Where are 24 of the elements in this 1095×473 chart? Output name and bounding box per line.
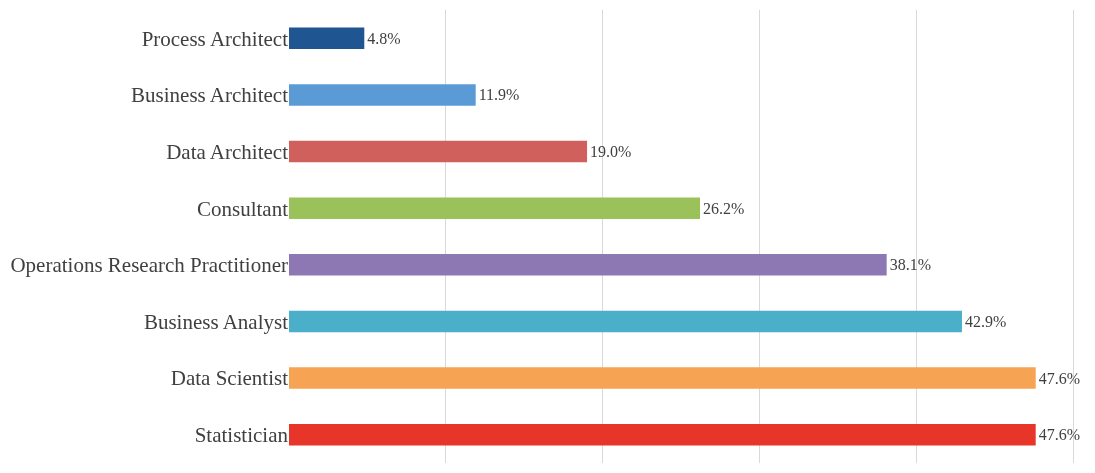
data-label: 38.1%	[889, 256, 931, 274]
data-label: 42.9%	[964, 312, 1007, 330]
y-tick-label: Data Architect	[166, 139, 289, 164]
y-tick-label: Data Scientist	[170, 366, 289, 391]
y-tick-label: Process Architect	[141, 26, 289, 51]
data-label: 47.6%	[1038, 369, 1081, 387]
bar	[289, 254, 887, 276]
y-tick-label: Operations Research Practitioner	[10, 253, 288, 278]
y-tick-label: Statistician	[194, 423, 289, 448]
y-tick-label: Business Architect	[131, 83, 289, 108]
bar	[289, 310, 962, 333]
y-tick-label: Consultant	[196, 196, 289, 221]
bar	[289, 140, 588, 163]
y-tick-label: Business Analyst	[143, 309, 289, 334]
bar	[289, 27, 365, 50]
data-label: 11.9%	[478, 86, 520, 104]
bar	[289, 423, 1036, 446]
data-label: 47.6%	[1038, 426, 1081, 444]
data-label: 4.8%	[367, 29, 401, 47]
bar	[289, 84, 476, 106]
data-label: 19.0%	[590, 143, 632, 161]
bar	[289, 197, 700, 219]
data-label: 26.2%	[703, 199, 745, 217]
bar	[289, 367, 1036, 389]
